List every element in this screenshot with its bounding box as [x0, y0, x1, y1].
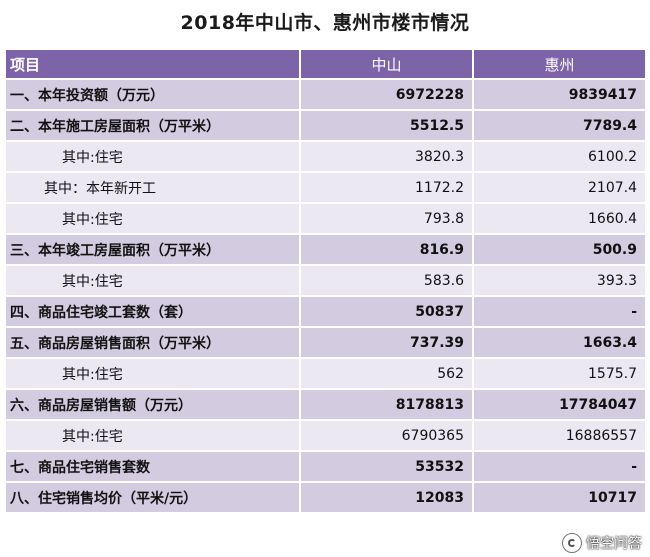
huizhou-value: 17784047	[474, 390, 645, 419]
row-label: 其中:住宅	[6, 359, 299, 388]
zhongshan-value: 816.9	[301, 235, 472, 264]
row-label: 其中:住宅	[6, 142, 299, 171]
huizhou-value: 393.3	[474, 266, 645, 295]
header-huizhou: 惠州	[474, 50, 645, 78]
zhongshan-value: 1172.2	[301, 173, 472, 202]
header-item: 项目	[6, 50, 299, 78]
huizhou-value: 1660.4	[474, 204, 645, 233]
table-row: 七、商品住宅销售套数 53532 -	[6, 452, 645, 481]
header-zhongshan: 中山	[301, 50, 472, 78]
zhongshan-value: 562	[301, 359, 472, 388]
watermark-text: 悟空问答	[586, 536, 642, 552]
huizhou-value: -	[474, 297, 645, 326]
table-row: 五、商品房屋销售面积（万平米） 737.39 1663.4	[6, 328, 645, 357]
table-row: 其中:住宅 583.6 393.3	[6, 266, 645, 295]
zhongshan-value: 50837	[301, 297, 472, 326]
table-row: 其中:住宅 793.8 1660.4	[6, 204, 645, 233]
table-row: 三、本年竣工房屋面积（万平米） 816.9 500.9	[6, 235, 645, 264]
table-row: 其中:住宅 6790365 16886557	[6, 421, 645, 450]
table-row: 一、本年投资额（万元） 6972228 9839417	[6, 80, 645, 109]
page-title: 2018年中山市、惠州市楼市情况	[180, 12, 470, 34]
huizhou-value: -	[474, 452, 645, 481]
zhongshan-value: 6972228	[301, 80, 472, 109]
zhongshan-value: 8178813	[301, 390, 472, 419]
huizhou-value: 2107.4	[474, 173, 645, 202]
table-row: 二、本年施工房屋面积（万平米） 5512.5 7789.4	[6, 111, 645, 140]
huizhou-value: 10717	[474, 483, 645, 512]
table-row: 六、商品房屋销售额（万元） 8178813 17784047	[6, 390, 645, 419]
zhongshan-value: 793.8	[301, 204, 472, 233]
row-label: 其中:住宅	[6, 266, 299, 295]
table-row: 八、住宅销售均价（平米/元） 12083 10717	[6, 483, 645, 512]
zhongshan-value: 737.39	[301, 328, 472, 357]
zhongshan-value: 583.6	[301, 266, 472, 295]
zhongshan-value: 6790365	[301, 421, 472, 450]
zhongshan-value: 3820.3	[301, 142, 472, 171]
huizhou-value: 16886557	[474, 421, 645, 450]
row-label: 三、本年竣工房屋面积（万平米）	[6, 235, 299, 264]
huizhou-value: 1663.4	[474, 328, 645, 357]
huizhou-value: 6100.2	[474, 142, 645, 171]
zhongshan-value: 53532	[301, 452, 472, 481]
row-label: 其中:住宅	[6, 421, 299, 450]
huizhou-value: 1575.7	[474, 359, 645, 388]
watermark: 悟空问答	[562, 533, 642, 553]
row-label: 八、住宅销售均价（平米/元）	[6, 483, 299, 512]
table-row: 其中:住宅 562 1575.7	[6, 359, 645, 388]
row-label: 一、本年投资额（万元）	[6, 80, 299, 109]
huizhou-value: 500.9	[474, 235, 645, 264]
huizhou-value: 9839417	[474, 80, 645, 109]
row-label: 七、商品住宅销售套数	[6, 452, 299, 481]
huizhou-value: 7789.4	[474, 111, 645, 140]
row-label: 五、商品房屋销售面积（万平米）	[6, 328, 299, 357]
table-header-row: 项目 中山 惠州	[6, 50, 645, 78]
row-label: 其中:住宅	[6, 204, 299, 233]
zhongshan-value: 5512.5	[301, 111, 472, 140]
table-row: 其中:住宅 3820.3 6100.2	[6, 142, 645, 171]
table-row: 四、商品住宅竣工套数（套） 50837 -	[6, 297, 645, 326]
zhongshan-value: 12083	[301, 483, 472, 512]
row-label: 其中：本年新开工	[6, 173, 299, 202]
row-label: 六、商品房屋销售额（万元）	[6, 390, 299, 419]
row-label: 四、商品住宅竣工套数（套）	[6, 297, 299, 326]
housing-market-table: 项目 中山 惠州 一、本年投资额（万元） 6972228 9839417 二、本…	[4, 48, 647, 514]
table-row: 其中：本年新开工 1172.2 2107.4	[6, 173, 645, 202]
row-label: 二、本年施工房屋面积（万平米）	[6, 111, 299, 140]
wukong-logo-icon	[562, 533, 582, 553]
